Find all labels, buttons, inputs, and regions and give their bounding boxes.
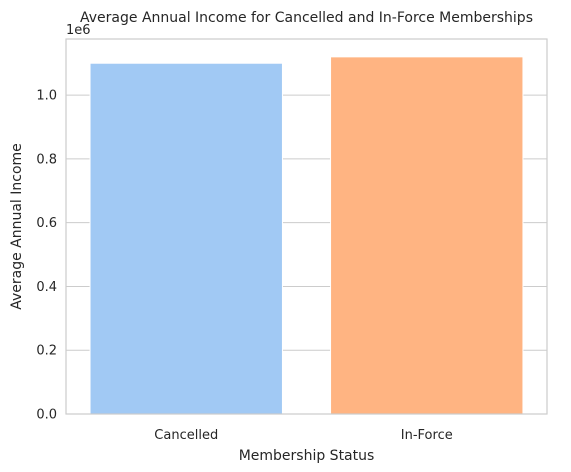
x-tick-label: Cancelled: [154, 428, 218, 443]
bar-in-force: [330, 56, 524, 415]
x-tick-label: In-Force: [401, 428, 453, 443]
chart-title: Average Annual Income for Cancelled and …: [80, 10, 533, 26]
y-tick-label: 0.8: [36, 152, 57, 167]
y-tick-labels: 0.0 0.2 0.4 0.6 0.8 1.0: [36, 89, 57, 423]
x-tick-labels: Cancelled In-Force: [154, 428, 452, 443]
plot-frame: [65, 38, 548, 415]
y-tick-label: 0.2: [36, 344, 57, 359]
bars: [89, 56, 524, 415]
x-axis-label: Membership Status: [239, 448, 375, 464]
y-axis-offset-label: 1e6: [66, 23, 91, 38]
y-axis-label: Average Annual Income: [9, 143, 25, 310]
y-tick-label: 0.4: [36, 280, 57, 295]
y-tick-label: 0.6: [36, 216, 57, 231]
y-tick-label: 1.0: [36, 89, 57, 104]
bar-cancelled: [89, 62, 283, 415]
y-tick-label: 0.0: [36, 408, 57, 423]
